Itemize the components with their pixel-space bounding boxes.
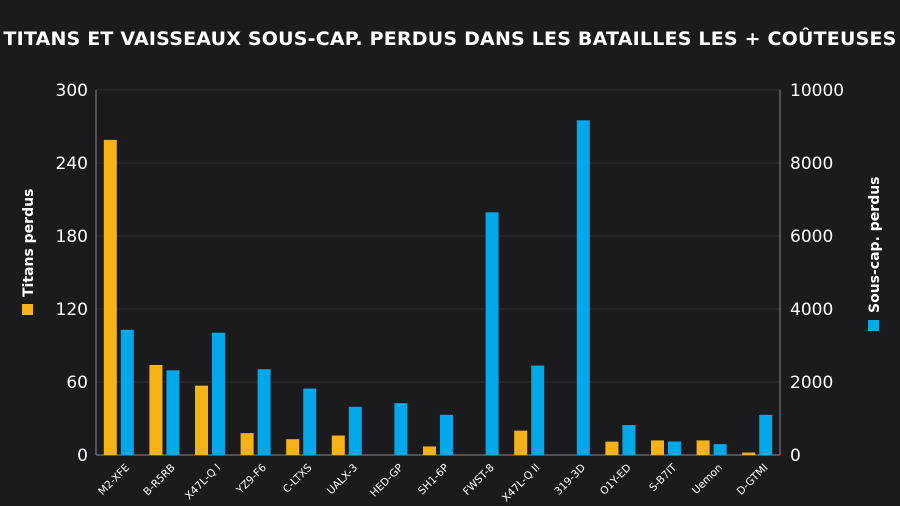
category-label: D-GTMI xyxy=(735,462,771,498)
left-tick-label: 240 xyxy=(56,154,88,174)
bar-sous-cap xyxy=(485,212,499,455)
right-tick-label: 6000 xyxy=(790,227,833,247)
bar-sous-cap xyxy=(759,414,773,455)
bar-sous-cap xyxy=(212,332,225,455)
legend-swatch-sous-cap xyxy=(868,320,879,331)
bar-sous-cap xyxy=(303,388,317,455)
bar-sous-cap xyxy=(713,444,727,455)
bar-sous-cap xyxy=(257,369,271,455)
bar-sous-cap xyxy=(120,329,134,455)
bar-sous-cap xyxy=(440,414,453,455)
category-label: FWST-8 xyxy=(461,462,497,498)
category-label: HED-GP xyxy=(368,462,406,500)
left-tick-label: 120 xyxy=(56,300,88,320)
category-label: C-LTXS xyxy=(281,462,315,496)
category-label: X47L-Q I xyxy=(183,462,223,502)
bar-titans xyxy=(605,441,619,455)
left-axis-title-group: Titans perdus xyxy=(21,189,37,315)
category-label: 319-3D xyxy=(552,462,588,498)
bar-titans xyxy=(514,430,528,455)
bar-titans xyxy=(423,446,436,455)
bar-sous-cap xyxy=(622,425,636,455)
right-tick-label: 8000 xyxy=(790,154,833,174)
category-label: B-R5RB xyxy=(141,462,177,498)
category-label: O1Y-ED xyxy=(598,462,634,498)
legend-swatch-titans xyxy=(22,304,33,315)
category-label: YZ9-F6 xyxy=(234,462,269,497)
right-axis-title-group: Sous-cap. perdus xyxy=(867,176,883,331)
bar-sous-cap xyxy=(394,403,408,455)
right-tick-label: 0 xyxy=(790,446,801,466)
bar-titans xyxy=(286,439,300,455)
left-tick-label: 60 xyxy=(66,373,88,393)
left-tick-label: 300 xyxy=(56,81,88,101)
chart-title: TITANS ET VAISSEAUX SOUS-CAP. PERDUS DAN… xyxy=(3,28,897,50)
bar-titans xyxy=(651,440,664,455)
right-tick-label: 2000 xyxy=(790,373,833,393)
bar-titans xyxy=(149,364,163,455)
bar-titans xyxy=(696,440,710,455)
category-label: SH1-6P xyxy=(416,462,451,497)
right-axis-title: Sous-cap. perdus xyxy=(867,176,883,313)
bar-sous-cap xyxy=(576,120,590,456)
bar-titans xyxy=(103,139,117,455)
bar-sous-cap xyxy=(348,406,362,455)
bar-titans xyxy=(195,385,208,455)
category-label: Uemon xyxy=(690,462,725,497)
category-label: UALX-3 xyxy=(325,462,360,497)
bar-titans xyxy=(240,433,254,455)
category-label: X47L-Q II xyxy=(500,462,543,505)
category-label: M2-XFE xyxy=(96,462,132,498)
right-tick-label: 10000 xyxy=(790,81,844,101)
right-tick-label: 4000 xyxy=(790,300,833,320)
left-axis-title: Titans perdus xyxy=(21,189,37,297)
left-tick-label: 180 xyxy=(56,227,88,247)
bar-sous-cap xyxy=(531,365,545,455)
category-label: S-B7IT xyxy=(647,461,680,494)
bar-titans xyxy=(331,435,345,455)
bar-sous-cap xyxy=(166,370,180,455)
bar-sous-cap xyxy=(668,441,681,455)
left-tick-label: 0 xyxy=(77,446,88,466)
bar-titans xyxy=(742,452,756,455)
